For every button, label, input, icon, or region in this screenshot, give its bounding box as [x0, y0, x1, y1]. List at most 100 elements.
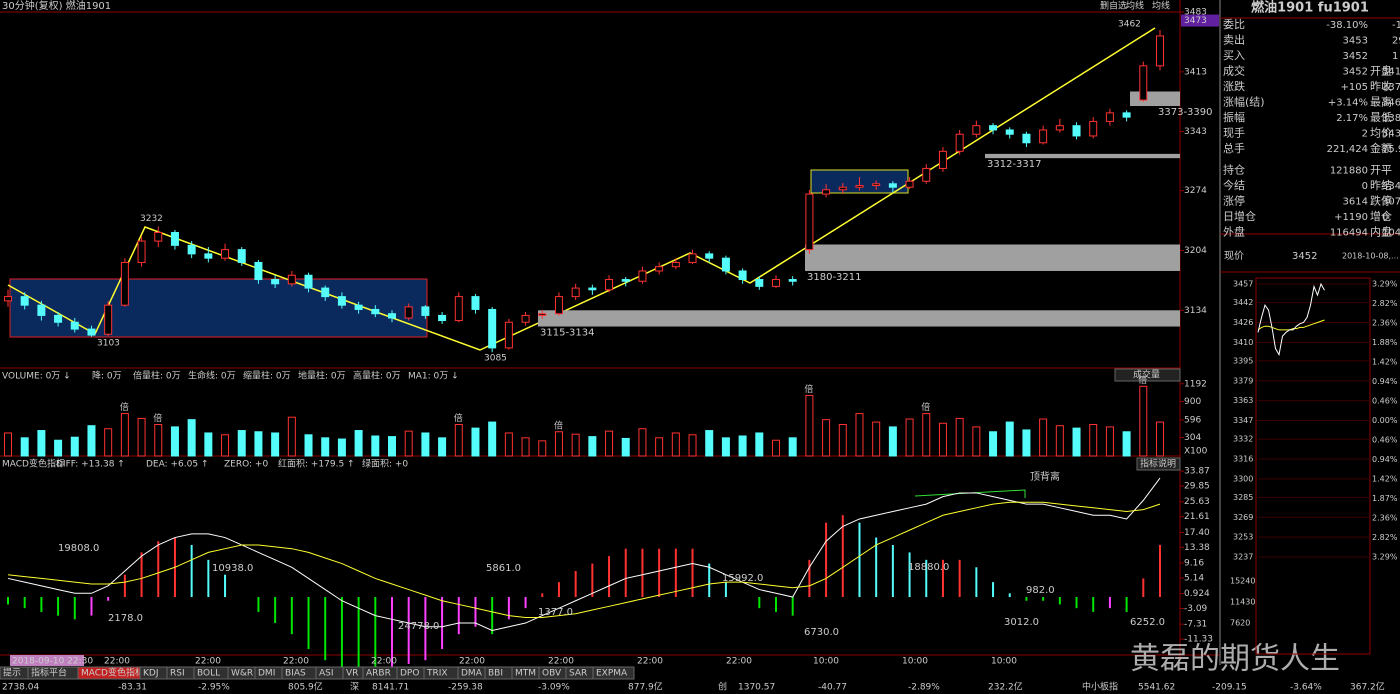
volume-bar [872, 421, 881, 457]
volume-bar [571, 433, 580, 457]
tab[interactable]: VR [346, 669, 358, 679]
macd-bar [457, 597, 460, 635]
tab[interactable]: SAR [569, 669, 587, 679]
macd-bar [674, 548, 677, 598]
status-item: 877.9亿 [628, 681, 663, 693]
macd-bar [858, 522, 861, 598]
tab[interactable]: EXPMA [596, 669, 628, 679]
time-label: 22:00 [371, 657, 397, 667]
y-tick-label: 3274 [1184, 186, 1207, 196]
mini-line [1257, 319, 1325, 331]
tab[interactable]: MTM [515, 669, 536, 679]
macd-bar [1092, 597, 1095, 612]
mini-tick: 0.46% [1372, 436, 1398, 445]
mini-tick: 3410 [1233, 338, 1253, 347]
candle-body [1072, 125, 1081, 137]
macd-annotation: 10938.0 [212, 563, 253, 574]
macd-annotation: 6252.0 [1130, 617, 1165, 628]
macd-bar [374, 597, 377, 672]
macd-bar [1142, 578, 1145, 598]
y-tick-label: -7.31 [1184, 620, 1207, 630]
quote-value: 0 [1382, 212, 1388, 223]
pivot-label: 3232 [140, 214, 163, 224]
macd-bar [557, 582, 560, 598]
macd-bar [491, 597, 494, 635]
mini-vol-tick: 11430 [1230, 598, 1255, 607]
macd-button-bg[interactable] [1136, 457, 1181, 471]
time-label: 22:00 [283, 657, 309, 667]
tab[interactable]: W&R [231, 669, 253, 679]
tab[interactable]: DMA [461, 669, 483, 679]
candle-body [438, 314, 447, 322]
macd-bar [23, 597, 26, 609]
volume-bar [989, 431, 998, 457]
status-item: 深 [350, 682, 359, 693]
macd-bar [157, 541, 160, 598]
candle-body [1022, 133, 1031, 144]
tab[interactable]: 提示 [3, 668, 21, 679]
quote-label: 最低 [1370, 111, 1392, 124]
volume-bar [20, 437, 29, 457]
tab[interactable]: MACD变色指标 [81, 667, 144, 679]
tab[interactable]: ASI [319, 669, 334, 679]
volume-bar [204, 432, 213, 457]
quote-value: 3079 [1382, 197, 1400, 208]
volume-bar [104, 428, 113, 457]
mini-tick: 2.82% [1372, 299, 1398, 308]
volume-bar [855, 413, 864, 457]
volume-button-bg[interactable] [1114, 368, 1181, 382]
candle-body [1089, 120, 1098, 137]
tab[interactable]: TRIX [426, 669, 448, 679]
volume-bar [1055, 425, 1064, 457]
volume-bar [1122, 431, 1131, 457]
volume-bar [287, 416, 296, 457]
macd-bar [73, 597, 76, 620]
quote-label: 现手 [1223, 126, 1245, 140]
macd-button[interactable]: 指标说明 [1140, 458, 1176, 470]
candle-body [772, 279, 780, 287]
quote-value: 3453 [1343, 36, 1368, 47]
tab[interactable]: 指标平台 [31, 667, 67, 679]
tab[interactable]: BBI [488, 669, 503, 679]
candle-body [321, 287, 330, 298]
tab[interactable]: OBV [542, 669, 562, 679]
quote-value: 1 [1392, 51, 1398, 62]
toolbar-button[interactable]: 均线 [1152, 0, 1170, 12]
quote-value: 10493 [1382, 228, 1400, 239]
candle-body [187, 244, 196, 255]
candle-body [137, 240, 146, 263]
tab[interactable]: BIAS [285, 669, 306, 679]
tab[interactable]: RSI [170, 669, 185, 679]
toolbar-button[interactable]: 删自选 [1100, 0, 1127, 12]
macd-header: ZERO: +0 [224, 460, 268, 470]
volume-bar [838, 423, 847, 457]
volume-marker: 倍 [454, 412, 463, 424]
tab[interactable]: DPO [400, 669, 419, 679]
tab[interactable]: BOLL [197, 669, 220, 679]
status-item: 中小板指 [1082, 681, 1118, 693]
tab[interactable]: DMI [258, 669, 275, 679]
quote-label: 外盘 [1223, 225, 1245, 239]
y-tick-label: -11.33 [1184, 635, 1213, 645]
volume-bar [4, 432, 12, 457]
status-item: -3.09% [538, 683, 570, 693]
status-item: 367.2亿 [1350, 681, 1385, 693]
volume-bar [905, 418, 914, 457]
macd-annotation: 6730.0 [804, 627, 839, 638]
pivot-label: 3462 [1118, 19, 1141, 29]
candle-body [204, 253, 213, 259]
tab-bg[interactable] [592, 666, 635, 680]
quote-value: 75.96亿 [1382, 142, 1400, 155]
volume-bar [1089, 423, 1098, 457]
toolbar-button[interactable]: 均线 [1126, 0, 1144, 12]
volume-bar [388, 436, 396, 457]
volume-button[interactable]: 成交量 [1133, 369, 1160, 381]
y-tick-label: 5.14 [1184, 573, 1204, 583]
tab[interactable]: ARBR [366, 669, 391, 679]
macd-annotation: 18880.0 [908, 562, 949, 573]
status-item: -3.64% [1290, 683, 1322, 693]
tab[interactable]: KDJ [143, 669, 159, 679]
candle-body [104, 304, 113, 335]
candle-body [37, 304, 46, 316]
candle-body [638, 270, 647, 282]
